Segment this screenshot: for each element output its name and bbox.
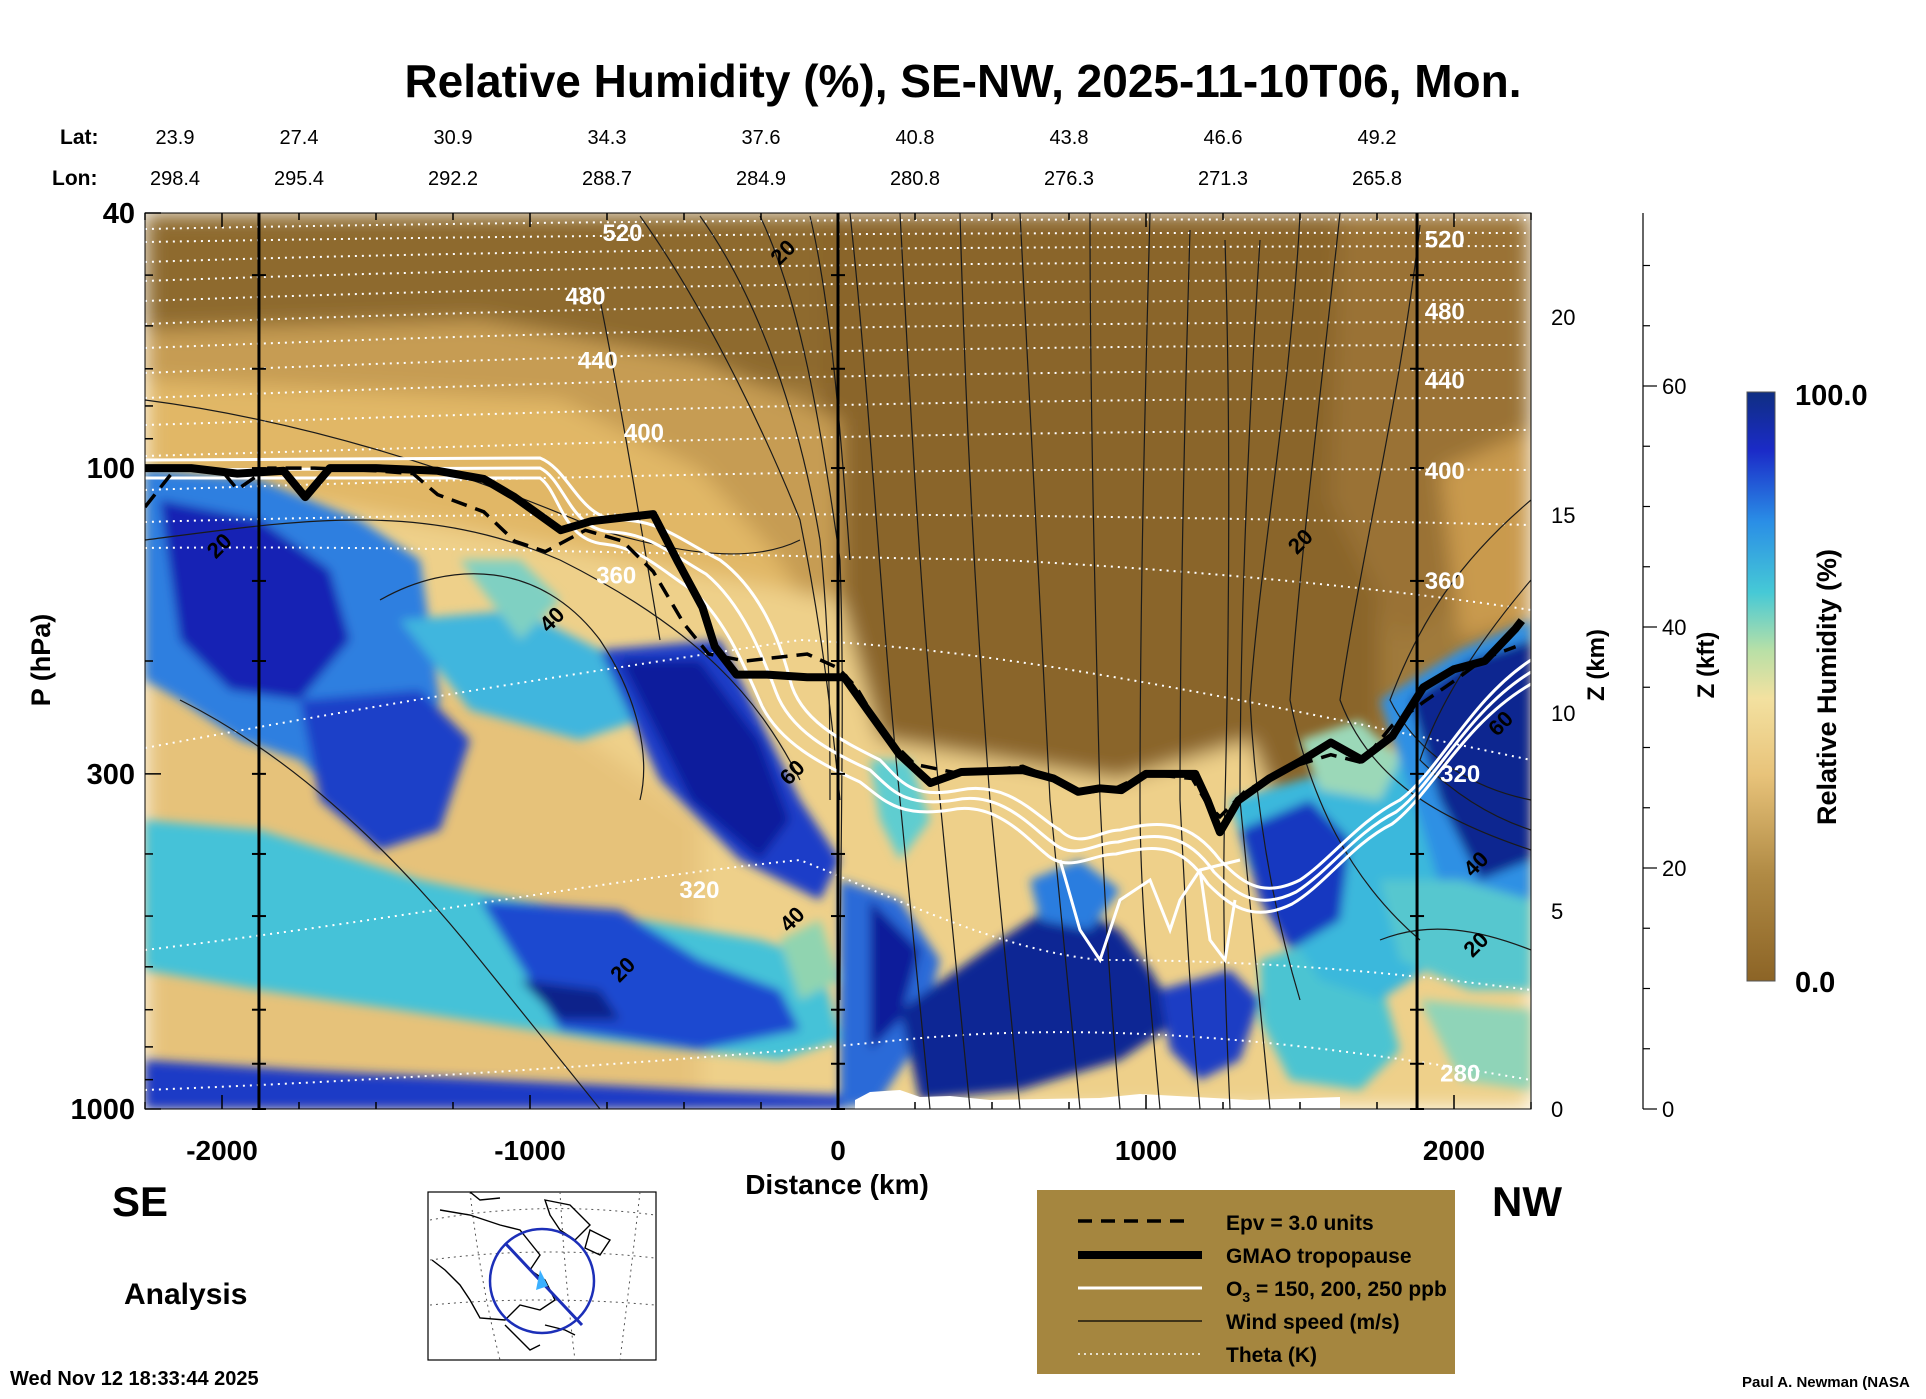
- chart-title: Relative Humidity (%), SE-NW, 2025-11-10…: [404, 55, 1521, 107]
- z-kft-axis: 0 20 40 60: [1642, 213, 1686, 1122]
- z-km-tick-label: 20: [1551, 305, 1575, 330]
- z-km-tick-label: 5: [1551, 899, 1563, 924]
- legend-ozone-label: O3 = 150, 200, 250 ppb: [1226, 1278, 1447, 1305]
- lon-value: 298.4: [150, 168, 200, 190]
- theta-label: 400: [1425, 458, 1465, 485]
- lat-value: 46.6: [1204, 127, 1243, 149]
- theta-label: 440: [1425, 367, 1465, 394]
- theta-label: 520: [1425, 227, 1465, 254]
- se-direction-label: SE: [112, 1178, 168, 1225]
- theta-label: 280: [1440, 1060, 1480, 1087]
- y-axis-pressure: 40 100 300 1000: [70, 198, 161, 1126]
- lon-value: 292.2: [428, 168, 478, 190]
- ozone-contours: [145, 456, 1531, 964]
- theta-label: 480: [1425, 299, 1465, 326]
- z-km-tick-label: 15: [1551, 503, 1575, 528]
- lon-value: 295.4: [274, 168, 324, 190]
- lon-value: 276.3: [1044, 168, 1094, 190]
- z-kft-axis-label: Z (kft): [1693, 632, 1720, 699]
- theta-label: 320: [1440, 761, 1480, 788]
- theta-label: 320: [679, 877, 719, 904]
- theta-label: 520: [602, 220, 642, 247]
- legend-ozone-rest: = 150, 200, 250 ppb: [1250, 1278, 1447, 1301]
- legend-ozone-sub: 3: [1242, 1289, 1250, 1305]
- lat-value: 34.3: [588, 127, 627, 149]
- lon-value: 280.8: [890, 168, 940, 190]
- theta-label: 440: [578, 348, 618, 375]
- y-tick-label: 1000: [70, 1094, 135, 1126]
- legend: Epv = 3.0 units GMAO tropopause O3 = 150…: [1037, 1190, 1455, 1374]
- theta-labels: 520 480 440 400 360 320 520 480 440 400 360 320 280: [565, 220, 1480, 1087]
- y-axis-label: P (hPa): [26, 614, 56, 707]
- wind-speed-contours: [145, 213, 1531, 1109]
- lat-value: 40.8: [896, 127, 935, 149]
- theta-label: 360: [596, 562, 636, 589]
- legend-theta-label: Theta (K): [1226, 1344, 1317, 1367]
- y-tick-label: 40: [103, 198, 135, 230]
- gmao-tropopause-line: [145, 464, 1525, 837]
- y-tick-label: 300: [87, 759, 135, 791]
- legend-tropopause-label: GMAO tropopause: [1226, 1245, 1412, 1268]
- timestamp: Wed Nov 12 18:33:44 2025: [10, 1368, 259, 1390]
- lon-label: Lon:: [52, 167, 97, 190]
- x-tick-label: 0: [830, 1135, 846, 1166]
- lat-value: 23.9: [156, 127, 195, 149]
- x-tick-label: 2000: [1423, 1135, 1485, 1166]
- colorbar-title: Relative Humidity (%): [1812, 549, 1842, 825]
- lon-value: 284.9: [736, 168, 786, 190]
- x-tick-label: 1000: [1115, 1135, 1177, 1166]
- z-km-axis-label: Z (km): [1583, 629, 1610, 701]
- lon-value: 265.8: [1352, 168, 1402, 190]
- theta-contours: [145, 218, 1531, 1091]
- x-axis: -2000 -1000 0 1000 2000: [144, 213, 1532, 1166]
- legend-ozone-main: O: [1226, 1278, 1242, 1301]
- colorbar-min-label: 0.0: [1795, 967, 1835, 999]
- lon-value: 271.3: [1198, 168, 1248, 190]
- lat-value: 43.8: [1050, 127, 1089, 149]
- colorbar: [1746, 391, 1776, 982]
- analysis-label: Analysis: [124, 1278, 247, 1311]
- nw-direction-label: NW: [1492, 1178, 1562, 1225]
- lat-value: 49.2: [1358, 127, 1397, 149]
- lat-value: 30.9: [434, 127, 473, 149]
- z-km-axis: 0 5 10 15 20: [1551, 305, 1575, 1122]
- theta-label: 400: [624, 419, 664, 446]
- z-kft-tick-label: 40: [1662, 615, 1686, 640]
- lat-lon-coordinates: 23.9 298.4 27.4 295.4 30.9 292.2 34.3 288.7 37.6…: [150, 127, 1402, 190]
- z-km-tick-label: 0: [1551, 1097, 1563, 1122]
- legend-epv-label: Epv = 3.0 units: [1226, 1212, 1374, 1235]
- lon-value: 288.7: [582, 168, 632, 190]
- theta-label: 360: [1425, 568, 1465, 595]
- z-km-tick-label: 10: [1551, 701, 1575, 726]
- z-kft-tick-label: 20: [1662, 856, 1686, 881]
- inset-map: [427, 1191, 657, 1361]
- x-axis-label: Distance (km): [745, 1169, 929, 1200]
- y-tick-label: 100: [87, 453, 135, 485]
- theta-label: 480: [565, 284, 605, 311]
- lat-label: Lat:: [60, 126, 99, 149]
- legend-wind-label: Wind speed (m/s): [1226, 1311, 1400, 1334]
- x-tick-label: -1000: [494, 1135, 566, 1166]
- credit-label: Paul A. Newman (NASA: [1742, 1374, 1910, 1391]
- z-kft-tick-label: 60: [1662, 374, 1686, 399]
- lat-value: 27.4: [280, 127, 319, 149]
- lat-value: 37.6: [742, 127, 781, 149]
- colorbar-max-label: 100.0: [1795, 380, 1868, 412]
- z-kft-tick-label: 0: [1662, 1097, 1674, 1122]
- x-tick-label: -2000: [186, 1135, 258, 1166]
